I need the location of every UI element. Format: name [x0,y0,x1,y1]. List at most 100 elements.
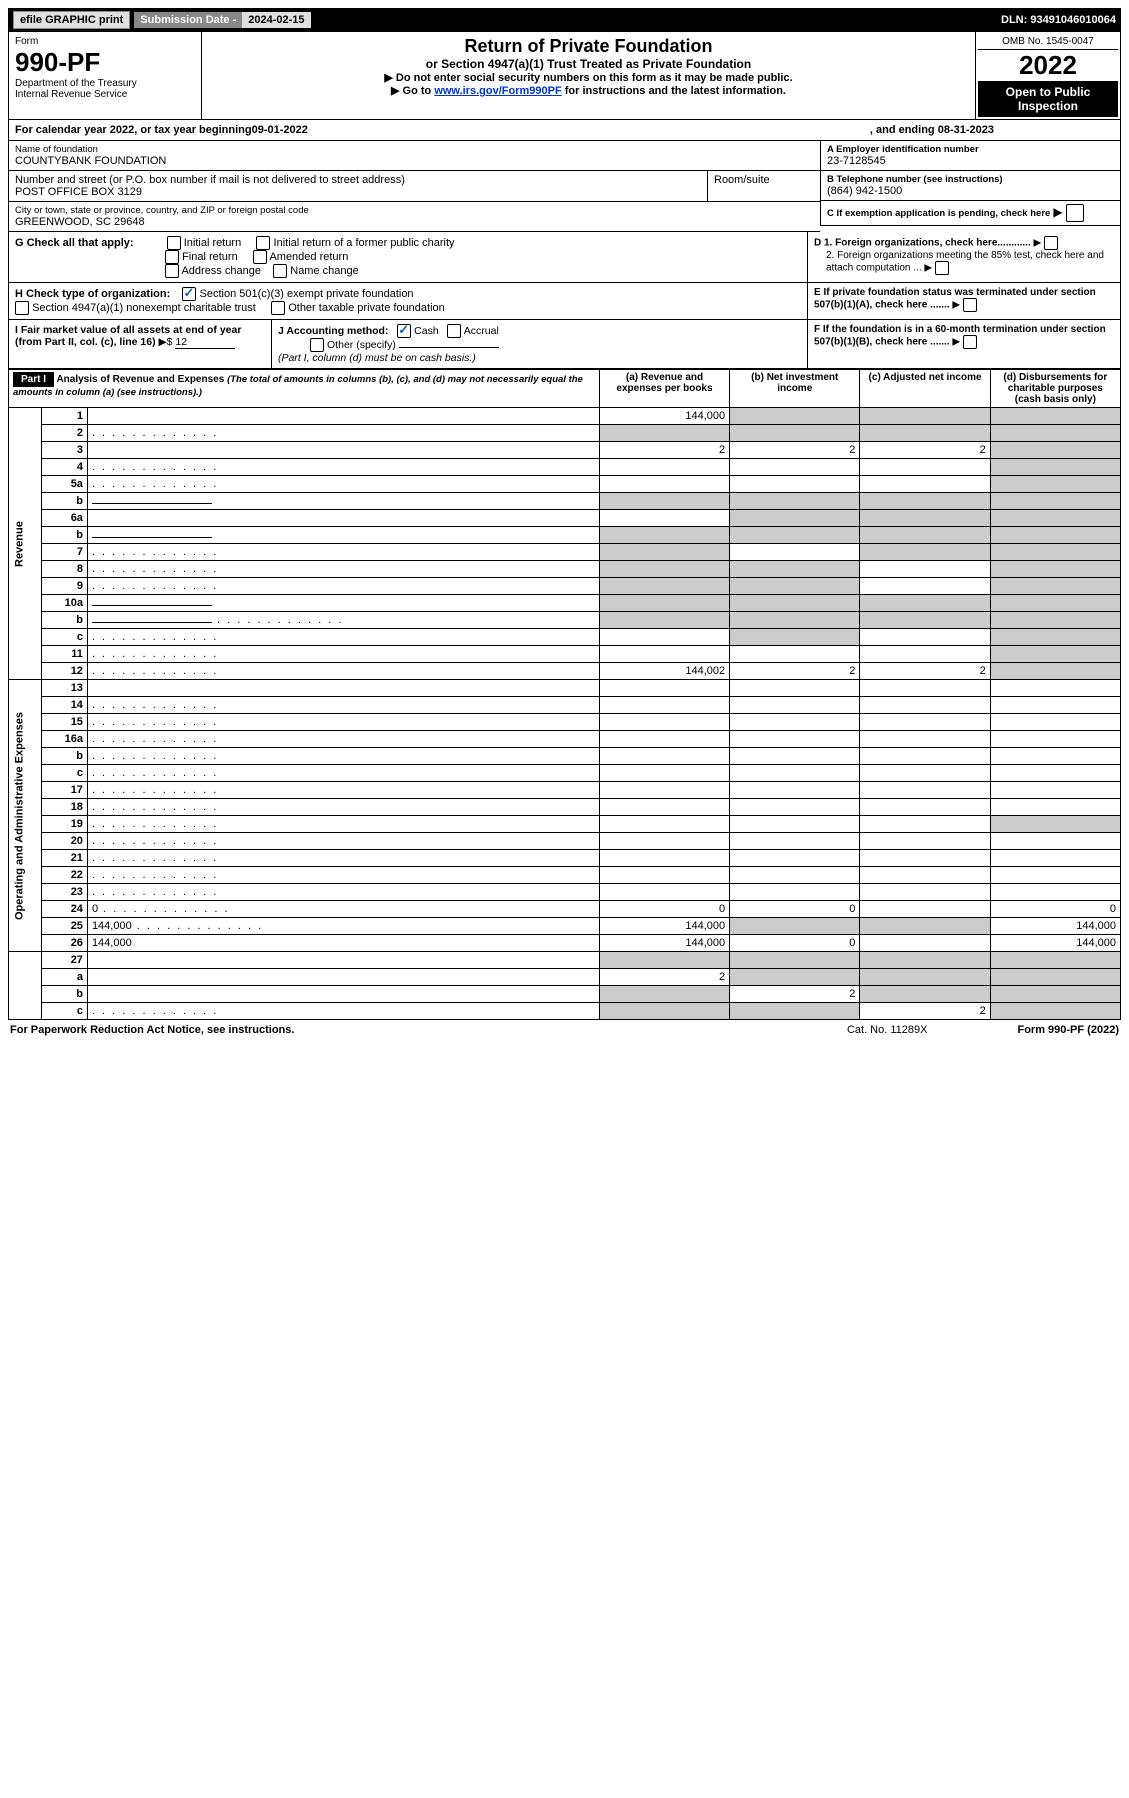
col-a-value [599,578,729,595]
g-final-return-checkbox[interactable] [165,250,179,264]
j-accrual-checkbox[interactable] [447,324,461,338]
irs-link[interactable]: www.irs.gov/Form990PF [434,85,561,97]
section-ij-f: I Fair market value of all assets at end… [8,320,1121,369]
col-a-value [599,799,729,816]
col-d-value [990,714,1120,731]
section-c-checkbox[interactable] [1066,204,1084,222]
j-other-checkbox[interactable] [310,338,324,352]
col-d-value [990,408,1120,425]
line-description: 0 [87,901,599,918]
line-number: 11 [41,646,87,663]
g-opt-0: Initial return [184,237,241,249]
section-e: E If private foundation status was termi… [814,287,1096,311]
col-a-value [599,697,729,714]
line-description [87,493,599,510]
dept-treasury: Department of the Treasury [15,78,195,89]
col-c-value [860,595,990,612]
col-c-value [860,527,990,544]
line-description [87,867,599,884]
table-row: b [9,493,1121,510]
line-description [87,748,599,765]
col-b-header: (b) Net investment income [730,370,860,408]
g-address-change-checkbox[interactable] [165,264,179,278]
header-right: OMB No. 1545-0047 2022 Open to Public In… [975,32,1120,119]
table-row: 17 [9,782,1121,799]
j-cash-checkbox[interactable] [397,324,411,338]
col-c-value [860,646,990,663]
line-number: 18 [41,799,87,816]
col-b-value [730,918,860,935]
col-a-value [599,459,729,476]
col-c-value [860,714,990,731]
line-description [87,459,599,476]
line-description [87,527,599,544]
h-4947-checkbox[interactable] [15,301,29,315]
g-name-change-checkbox[interactable] [273,264,287,278]
calyear-begin: 09-01-2022 [252,124,308,136]
col-b-value [730,578,860,595]
col-d-header: (d) Disbursements for charitable purpose… [990,370,1120,408]
line-description [87,782,599,799]
table-row: 7 [9,544,1121,561]
dln-value: DLN: 93491046010064 [1001,14,1116,26]
col-a-header: (a) Revenue and expenses per books [599,370,729,408]
table-row: 25144,000144,000144,000 [9,918,1121,935]
h-other-checkbox[interactable] [271,301,285,315]
arrow-icon: ▶ [1053,205,1062,219]
city-label: City or town, state or province, country… [15,205,814,216]
col-c-value [860,459,990,476]
g-initial-former-checkbox[interactable] [256,236,270,250]
section-d1: D 1. Foreign organizations, check here..… [814,238,1031,249]
line-description [87,425,599,442]
line-number: 25 [41,918,87,935]
col-d-value [990,969,1120,986]
col-c-value [860,782,990,799]
efile-print-button[interactable]: efile GRAPHIC print [13,11,130,29]
h-opt-2: Section 4947(a)(1) nonexempt charitable … [32,302,256,314]
city-value: GREENWOOD, SC 29648 [15,216,814,228]
line-description [87,561,599,578]
f-checkbox[interactable] [963,335,977,349]
line-description [87,799,599,816]
d1-checkbox[interactable] [1044,236,1058,250]
line-number: 6a [41,510,87,527]
ssn-warning: ▶ Do not enter social security numbers o… [208,71,969,84]
col-c-value [860,476,990,493]
col-b-value [730,697,860,714]
col-b-value [730,969,860,986]
form-ref: Form 990-PF (2022) [1017,1024,1119,1036]
col-c-value [860,799,990,816]
g-amended-checkbox[interactable] [253,250,267,264]
note2-suffix: for instructions and the latest informat… [562,85,786,97]
col-b-value [730,816,860,833]
table-row: 21 [9,850,1121,867]
table-row: 240000 [9,901,1121,918]
line-number: 1 [41,408,87,425]
col-a-value [599,527,729,544]
h-501c3-checkbox[interactable] [182,287,196,301]
form-label: Form [15,36,195,47]
table-row: Operating and Administrative Expenses13 [9,680,1121,697]
col-d-value [990,765,1120,782]
line-description [87,952,599,969]
table-row: 18 [9,799,1121,816]
submission-date-label: Submission Date - [134,12,242,28]
address-value: POST OFFICE BOX 3129 [15,186,701,198]
header-center: Return of Private Foundation or Section … [202,32,975,119]
note2-prefix: ▶ Go to [391,85,434,97]
d2-checkbox[interactable] [935,261,949,275]
table-row: 3222 [9,442,1121,459]
table-row: 22 [9,867,1121,884]
col-d-value [990,442,1120,459]
e-checkbox[interactable] [963,298,977,312]
col-d-value: 144,000 [990,918,1120,935]
submission-date-value: 2024-02-15 [242,12,310,28]
col-b-value [730,884,860,901]
col-b-value [730,714,860,731]
part1-header: Part I [13,372,54,387]
g-initial-return-checkbox[interactable] [167,236,181,250]
dept-irs: Internal Revenue Service [15,89,195,100]
j-note: (Part I, column (d) must be on cash basi… [278,352,476,364]
line-number: 19 [41,816,87,833]
col-b-value [730,782,860,799]
